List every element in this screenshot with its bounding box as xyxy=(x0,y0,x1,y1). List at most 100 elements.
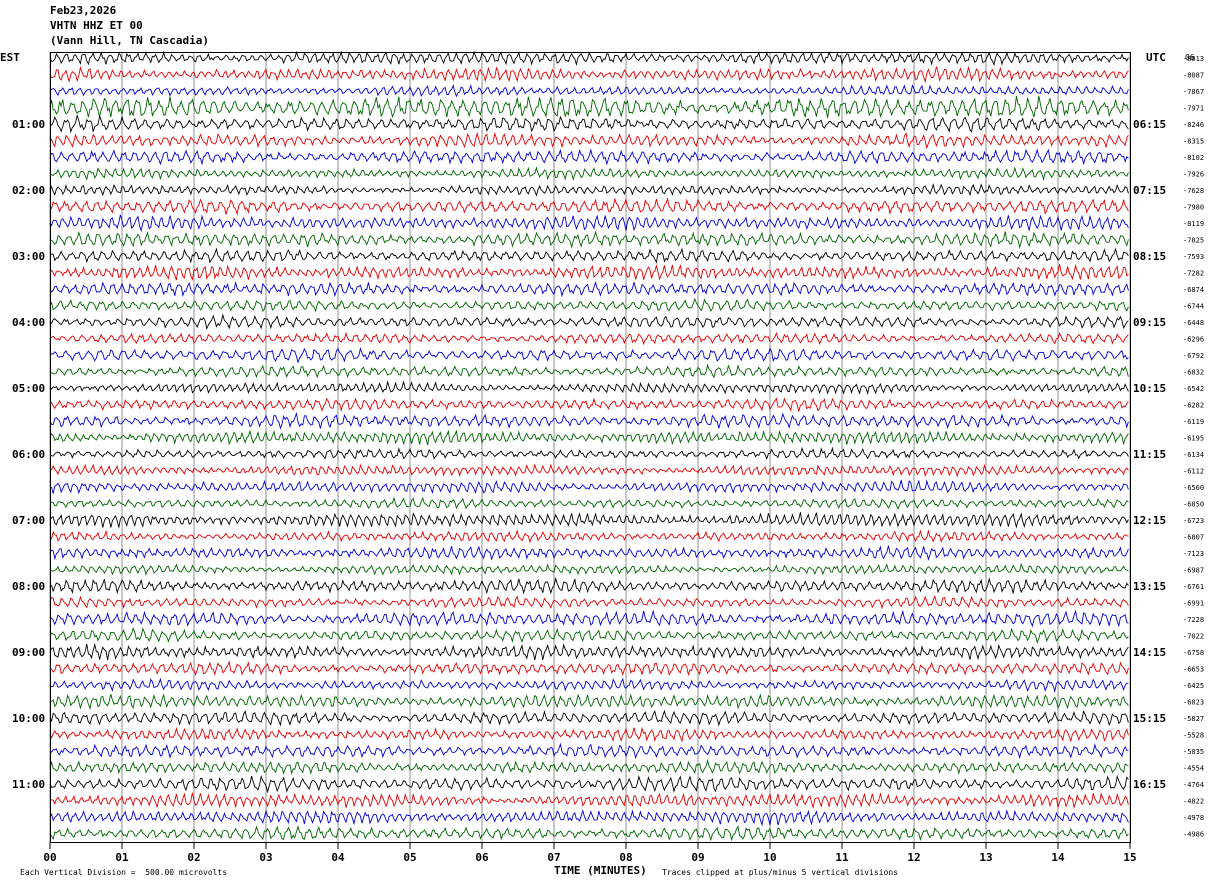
minute-gridlines xyxy=(49,52,1131,849)
trace-offset-label: -6850 xyxy=(1183,501,1204,509)
seismic-trace xyxy=(49,446,1129,460)
seismic-trace xyxy=(49,609,1129,628)
station-code: VHTN HHZ ET 00 xyxy=(50,19,143,32)
seismic-trace xyxy=(49,148,1129,166)
x-tick-label: 11 xyxy=(835,851,849,864)
seismic-trace xyxy=(49,380,1129,396)
trace-offset-label: -6987 xyxy=(1183,567,1204,575)
x-tick-label: 01 xyxy=(115,851,129,864)
seismic-trace xyxy=(49,709,1129,727)
seismic-trace xyxy=(49,529,1129,544)
trace-offset-label: -6807 xyxy=(1183,534,1204,542)
trace-offset-label: -7980 xyxy=(1183,204,1204,212)
seismic-trace xyxy=(49,183,1129,197)
trace-offset-label: -4978 xyxy=(1183,814,1204,822)
utc-hour-label: 09:15 xyxy=(1133,316,1166,329)
trace-offset-label: -8246 xyxy=(1183,121,1204,129)
trace-offset-label: -6758 xyxy=(1183,649,1204,657)
seismic-traces xyxy=(49,50,1129,842)
trace-offset-label: -4822 xyxy=(1183,798,1204,806)
x-tick-label: 07 xyxy=(547,851,560,864)
trace-offset-label: -6653 xyxy=(1183,666,1204,674)
x-tick-label: 12 xyxy=(907,851,920,864)
trace-offset-label: -7123 xyxy=(1183,550,1204,558)
seismic-trace xyxy=(49,496,1129,510)
scale-note: Each Vertical Division = 500.00 microvol… xyxy=(20,868,228,877)
x-tick-label: 02 xyxy=(187,851,200,864)
est-hour-label: 05:00 xyxy=(12,382,45,395)
trace-offset-label: -8119 xyxy=(1183,220,1204,228)
x-tick-label: 13 xyxy=(979,851,992,864)
est-hour-label: 06:00 xyxy=(12,448,45,461)
est-hour-label: 09:00 xyxy=(12,646,45,659)
utc-hour-label: 07:15 xyxy=(1133,184,1166,197)
seismic-trace xyxy=(49,693,1129,711)
trace-offset-label: -6560 xyxy=(1183,484,1204,492)
trace-offset-label: -6023 xyxy=(1183,699,1204,707)
est-hour-label: 02:00 xyxy=(12,184,45,197)
trace-offset-label: -6542 xyxy=(1183,385,1204,393)
trace-offset-label: -6195 xyxy=(1183,435,1204,443)
seismic-trace xyxy=(49,263,1129,282)
utc-hour-label: 14:15 xyxy=(1133,646,1166,659)
trace-offset-label: -6134 xyxy=(1183,451,1204,459)
seismic-trace xyxy=(49,429,1129,446)
est-hour-label: 03:00 xyxy=(12,250,45,263)
trace-offset-label: -6874 xyxy=(1183,286,1204,294)
station-location: (Vann Hill, TN Cascadia) xyxy=(50,34,209,47)
seismic-trace xyxy=(49,479,1129,495)
top-right-number: 06 xyxy=(1185,53,1195,62)
trace-offset-label: -7628 xyxy=(1183,187,1204,195)
seismic-trace xyxy=(49,660,1129,677)
x-tick-label: 04 xyxy=(331,851,345,864)
trace-offset-label: -7228 xyxy=(1183,616,1204,624)
seismic-trace xyxy=(49,677,1129,693)
trace-offset-label: -7593 xyxy=(1183,253,1204,261)
seismic-trace xyxy=(49,114,1129,134)
seismic-trace xyxy=(49,726,1129,743)
x-tick-label: 00 xyxy=(43,851,56,864)
seismic-trace xyxy=(49,595,1129,610)
seismic-trace xyxy=(49,166,1129,182)
plot-frame xyxy=(50,52,1131,843)
seismic-trace xyxy=(49,280,1129,298)
trace-offset-label: -4764 xyxy=(1183,781,1204,789)
trace-offset-label: -7282 xyxy=(1183,270,1204,278)
trace-offset-label: -5528 xyxy=(1183,732,1204,740)
x-tick-label: 03 xyxy=(259,851,272,864)
seismic-trace xyxy=(49,230,1129,249)
est-hour-label: 01:00 xyxy=(12,118,45,131)
seismic-trace xyxy=(49,131,1129,150)
utc-hour-label: 11:15 xyxy=(1133,448,1166,461)
trace-offset-label: -6119 xyxy=(1183,418,1204,426)
est-hour-label: 10:00 xyxy=(12,712,45,725)
utc-hour-label: 06:15 xyxy=(1133,118,1166,131)
est-hour-label: 07:00 xyxy=(12,514,45,527)
seismic-trace xyxy=(49,512,1129,529)
trace-offset-label: -6425 xyxy=(1183,682,1204,690)
seismic-trace xyxy=(49,214,1129,233)
seismic-trace xyxy=(49,411,1129,430)
seismic-trace xyxy=(49,331,1129,346)
trace-offset-label: -4554 xyxy=(1183,765,1204,773)
utc-hour-label: 08:15 xyxy=(1133,250,1166,263)
seismic-trace xyxy=(49,397,1129,413)
trace-offset-label: -6112 xyxy=(1183,468,1204,476)
trace-offset-label: -7926 xyxy=(1183,171,1204,179)
est-hour-label: 04:00 xyxy=(12,316,45,329)
trace-offset-label: -6282 xyxy=(1183,402,1204,410)
seismic-trace xyxy=(49,642,1129,661)
trace-offset-label: -8013 xyxy=(1183,55,1204,63)
trace-offset-label: -8087 xyxy=(1183,72,1204,80)
seismic-trace xyxy=(49,363,1129,379)
est-hour-label: 08:00 xyxy=(12,580,45,593)
seismic-trace xyxy=(49,95,1129,119)
seismic-trace xyxy=(49,809,1129,827)
utc-hour-label: 16:15 xyxy=(1133,778,1166,791)
x-tick-label: 06 xyxy=(475,851,489,864)
left-timezone-label: EST xyxy=(0,51,20,64)
utc-hour-label: 15:15 xyxy=(1133,712,1166,725)
x-tick-label: 15 xyxy=(1123,851,1136,864)
trace-offset-label: -7825 xyxy=(1183,237,1204,245)
x-axis-title: TIME (MINUTES) xyxy=(554,864,647,877)
